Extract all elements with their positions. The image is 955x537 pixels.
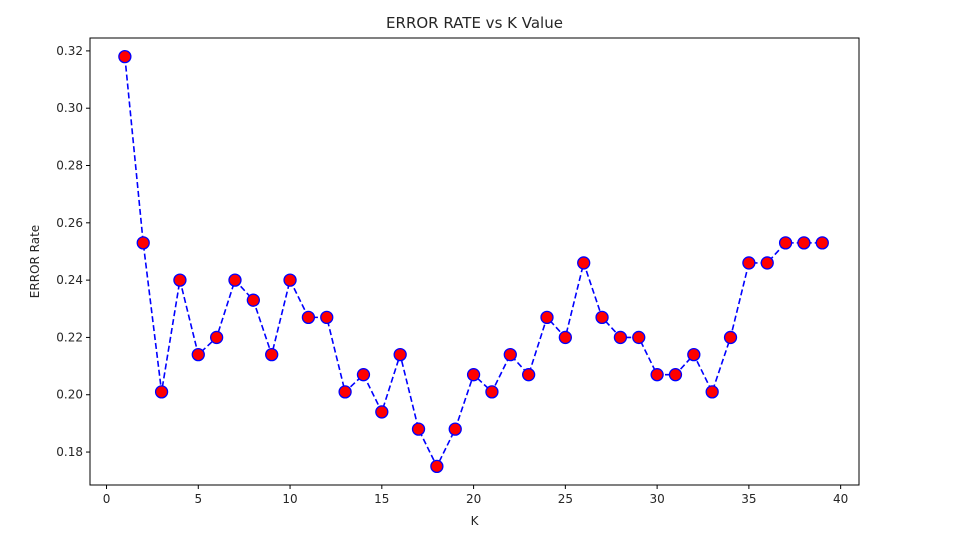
data-point xyxy=(815,236,829,250)
x-tick-label: 0 xyxy=(103,492,111,506)
y-tick-label: 0.22 xyxy=(56,330,83,344)
data-point xyxy=(595,310,609,325)
x-axis-label: K xyxy=(471,514,480,528)
x-tick-label: 15 xyxy=(374,492,389,506)
data-point xyxy=(191,347,205,362)
data-point xyxy=(650,368,664,382)
data-point xyxy=(393,347,407,362)
x-tick-label: 5 xyxy=(194,492,202,506)
data-point xyxy=(760,256,774,270)
data-point xyxy=(797,236,811,250)
y-tick-label: 0.18 xyxy=(56,445,83,459)
y-axis-label: ERROR Rate xyxy=(28,225,42,298)
x-tick-label: 10 xyxy=(282,492,297,506)
data-point xyxy=(521,368,536,382)
data-point xyxy=(778,236,793,250)
y-tick-label: 0.20 xyxy=(56,388,83,402)
x-tick-label: 40 xyxy=(833,492,848,506)
data-point xyxy=(246,293,260,307)
y-tick-label: 0.28 xyxy=(56,159,83,173)
y-tick-label: 0.32 xyxy=(56,44,83,58)
data-point xyxy=(430,459,444,474)
data-point xyxy=(320,310,334,325)
error-rate-series xyxy=(118,49,829,474)
data-point xyxy=(705,385,719,399)
data-point xyxy=(632,330,646,345)
data-point xyxy=(503,347,517,362)
data-point xyxy=(356,368,371,382)
x-tick-label: 30 xyxy=(649,492,664,506)
data-point xyxy=(558,330,572,345)
data-point xyxy=(485,385,499,399)
x-tick-label: 20 xyxy=(466,492,481,506)
data-point xyxy=(613,330,628,345)
data-point xyxy=(668,368,683,382)
y-axis-ticks: 0.18 0.20 0.22 0.24 0.26 0.28 0.30 0.32 xyxy=(56,44,90,459)
chart-title: ERROR RATE vs K Value xyxy=(386,14,563,32)
data-point xyxy=(209,330,224,345)
x-tick-label: 35 xyxy=(741,492,756,506)
series-line xyxy=(124,56,823,469)
data-point xyxy=(742,256,756,270)
x-axis-ticks: 0 5 10 15 20 25 30 35 40 xyxy=(103,485,848,506)
data-point xyxy=(411,422,426,436)
data-point xyxy=(173,273,187,287)
data-point xyxy=(375,405,389,419)
data-point xyxy=(723,330,738,345)
data-point xyxy=(448,422,462,436)
y-tick-label: 0.26 xyxy=(56,216,83,230)
x-tick-label: 25 xyxy=(558,492,573,506)
data-point xyxy=(265,347,279,362)
data-point xyxy=(228,273,242,287)
data-point xyxy=(577,256,591,270)
data-point xyxy=(136,236,150,250)
y-tick-label: 0.30 xyxy=(56,101,83,115)
data-point xyxy=(687,347,701,362)
data-point xyxy=(301,310,316,325)
data-point xyxy=(118,49,132,64)
data-point xyxy=(466,368,481,382)
data-point xyxy=(540,310,554,325)
plot-area-frame xyxy=(89,37,860,486)
y-tick-label: 0.24 xyxy=(56,273,83,287)
data-point xyxy=(338,385,352,399)
data-point xyxy=(283,273,297,287)
data-point xyxy=(154,385,169,399)
